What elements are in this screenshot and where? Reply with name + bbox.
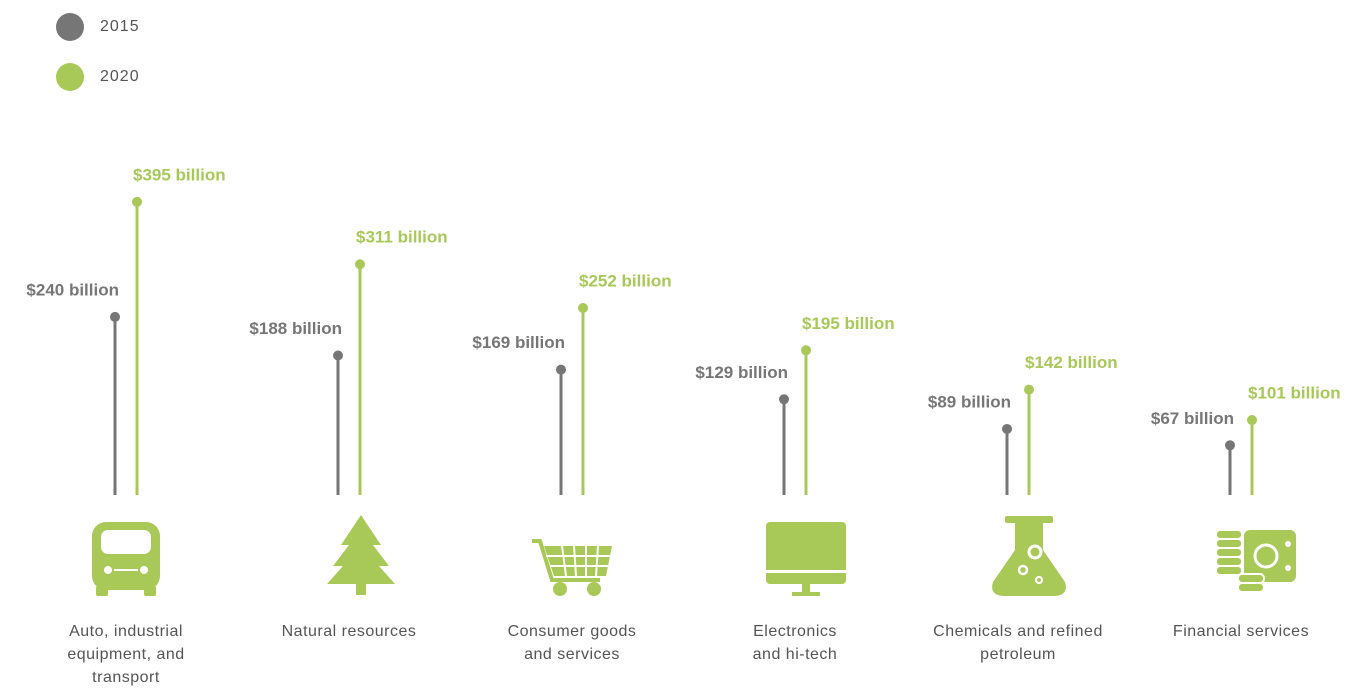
- dot: [556, 364, 566, 375]
- category-label: Chemicals and refined petroleum: [933, 623, 1103, 663]
- icon-car: [92, 522, 160, 596]
- icon-tree: [327, 515, 395, 595]
- category-label: Financial services: [1172, 623, 1310, 640]
- legend-swatch: [56, 13, 84, 41]
- value-label: $195 billion: [802, 314, 895, 333]
- dot: [1247, 415, 1257, 426]
- value-label: $89 billion: [928, 392, 1011, 411]
- dot: [1002, 423, 1012, 434]
- category-label: Auto, industrial equipment, and transpor…: [67, 623, 185, 686]
- dot: [801, 345, 811, 356]
- category-label: Consumer goods and services: [507, 623, 637, 663]
- value-label: $188 billion: [249, 319, 342, 338]
- value-label: $240 billion: [26, 280, 119, 299]
- dot: [578, 303, 588, 314]
- value-label: $101 billion: [1248, 384, 1341, 403]
- legend-label: 2020: [100, 68, 140, 85]
- value-label: $67 billion: [1151, 409, 1234, 428]
- dot: [110, 311, 120, 322]
- icon-cart: [532, 539, 612, 596]
- category-label: Electronics and hi-tech: [752, 623, 838, 663]
- icon-coins: [1215, 529, 1296, 593]
- dot: [355, 259, 365, 270]
- icon-monitor: [766, 522, 846, 596]
- dot: [1225, 440, 1235, 451]
- legend-swatch: [56, 63, 84, 91]
- value-label: $395 billion: [133, 165, 226, 184]
- value-label: $129 billion: [695, 363, 788, 382]
- value-label: $311 billion: [356, 228, 448, 247]
- value-label: $169 billion: [472, 333, 565, 352]
- category-label: Natural resources: [281, 623, 417, 640]
- value-label: $142 billion: [1025, 353, 1118, 372]
- dot: [333, 350, 343, 361]
- legend-label: 2015: [100, 18, 140, 35]
- dot: [779, 394, 789, 405]
- dot: [132, 196, 142, 207]
- value-label: $252 billion: [579, 272, 672, 291]
- dot: [1024, 384, 1034, 395]
- icon-flask: [992, 516, 1066, 596]
